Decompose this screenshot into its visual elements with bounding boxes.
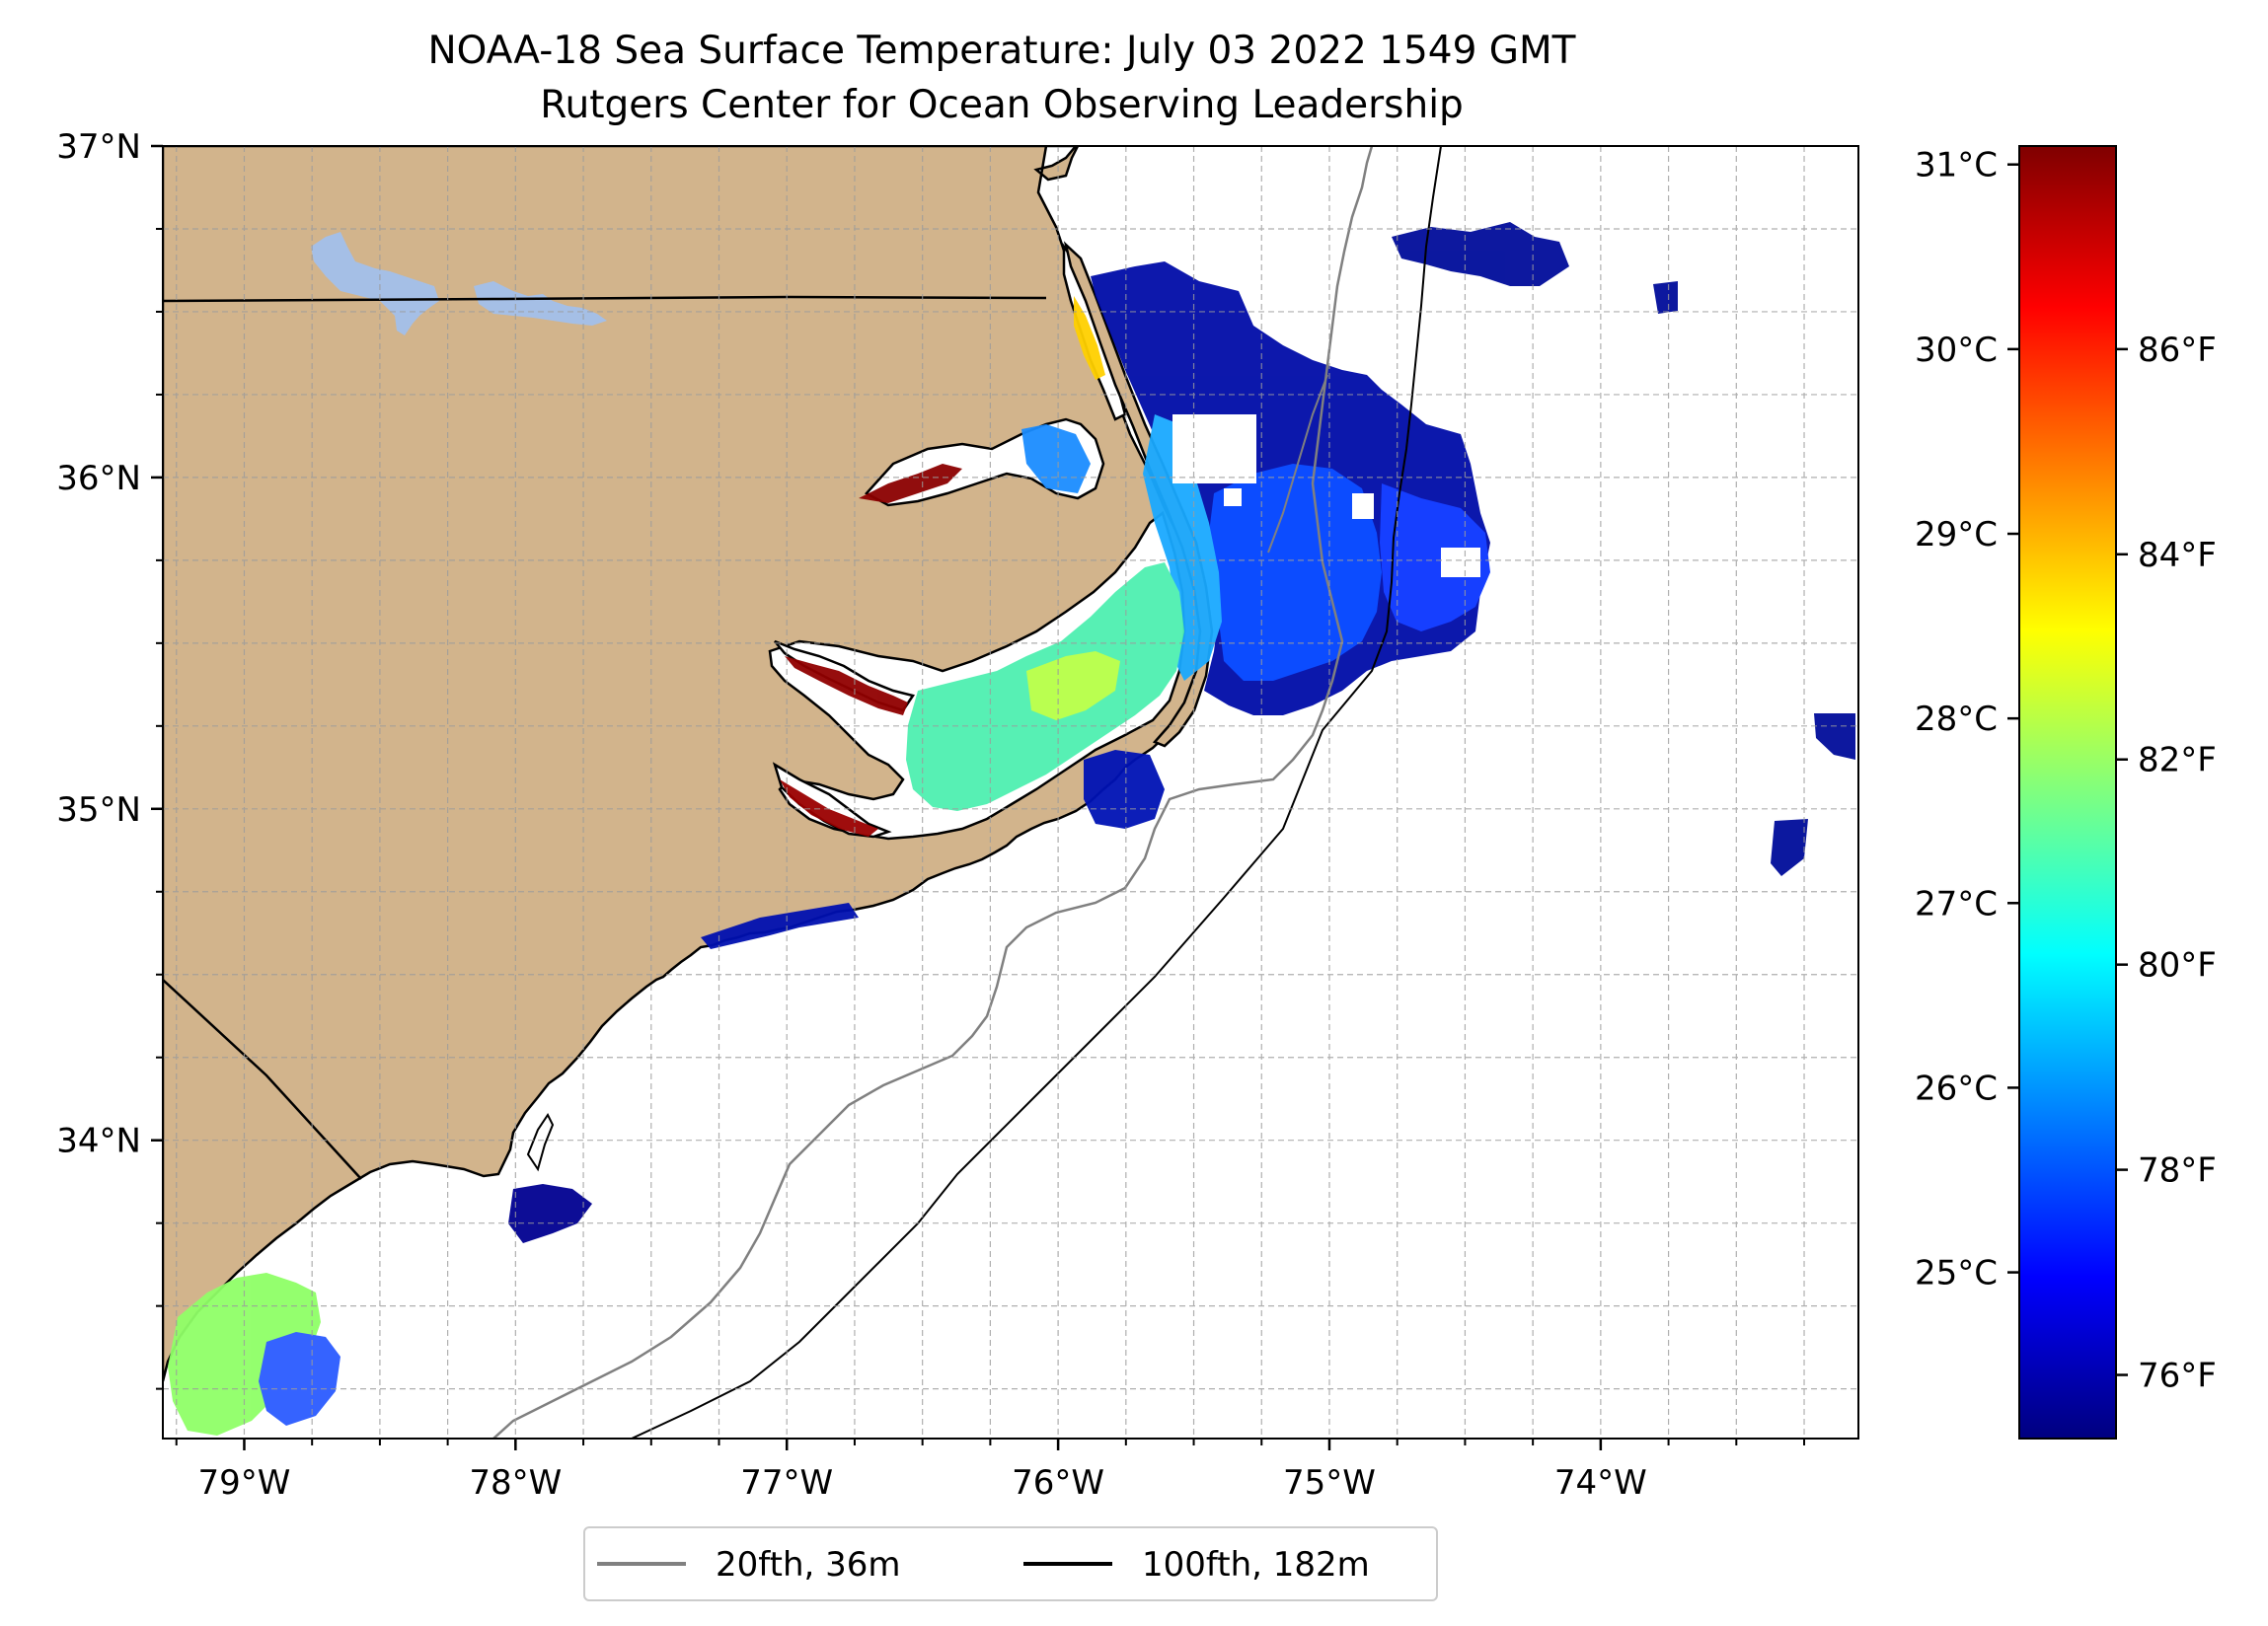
colorbar-celsius-label: 31°C <box>1915 146 1998 185</box>
legend-box <box>583 1526 1438 1601</box>
va-nc-border <box>163 295 1047 303</box>
sst-patch-ne-speck <box>1653 281 1678 314</box>
sst-patch-chowan-hot <box>859 464 962 503</box>
lon-axis: 79°W 78°W 77°W 76°W 75°W 74°W <box>175 1439 1806 1503</box>
sst-patch-neuse-river-hot <box>780 779 878 837</box>
lat-tick-label: 34°N <box>56 1122 141 1161</box>
legend: 20fth, 36m 100fth, 182m <box>583 1526 1438 1601</box>
legend-label-100fth: 100fth, 182m <box>1142 1545 1370 1585</box>
figure-subtitle: Rutgers Center for Ocean Observing Leade… <box>540 83 1464 127</box>
colorbar-fahrenheit-label: 78°F <box>2138 1151 2217 1191</box>
sst-patch-bogue <box>701 903 859 949</box>
colorbar-fahrenheit-label: 76°F <box>2138 1357 2217 1396</box>
map-frame <box>162 145 1859 1440</box>
colorbar: 25°C 26°C 27°C 28°C 29°C 30°C 31°C 76°F 78°F 80°… <box>1915 145 2217 1440</box>
legend-label-20fth: 20fth, 36m <box>716 1545 901 1585</box>
colorbar-fahrenheit-label: 82°F <box>2138 741 2217 780</box>
colorbar-celsius-label: 26°C <box>1915 1069 1998 1108</box>
sst-patch-pamlico-river-hot <box>785 656 908 715</box>
colorbar-fahrenheit-label: 84°F <box>2138 536 2217 575</box>
sst-patch-offshore-far <box>1380 483 1490 631</box>
lat-tick-label: 37°N <box>56 127 141 167</box>
sst-patch-albemarle <box>1021 424 1091 493</box>
colorbar-celsius-label: 30°C <box>1915 331 1998 370</box>
colorbar-celsius-label: 25°C <box>1915 1254 1998 1293</box>
colorbar-fahrenheit-axis: 76°F 78°F 80°F 82°F 84°F 86°F <box>2116 331 2217 1396</box>
isobath-20fth <box>492 146 1374 1439</box>
sst-patch-long-bay-cool <box>259 1332 340 1426</box>
figure-title: NOAA-18 Sea Surface Temperature: July 03… <box>427 29 1575 73</box>
lon-tick-label: 75°W <box>1283 1463 1376 1503</box>
lon-tick-label: 76°W <box>1012 1463 1104 1503</box>
colorbar-fahrenheit-label: 86°F <box>2138 331 2217 370</box>
isobath-20fth-ridge <box>1267 374 1328 554</box>
colorbar-celsius-label: 29°C <box>1915 515 1998 554</box>
lat-tick-label: 35°N <box>56 790 141 830</box>
sst-patch-north-offshore <box>1392 222 1569 286</box>
lon-tick-label: 79°W <box>198 1463 291 1503</box>
sst-patch-nearshore-nags <box>1143 414 1222 681</box>
sst-patch-gulf-stream-east <box>1814 713 1855 760</box>
cape-fear-river <box>526 1113 555 1172</box>
colorbar-celsius-label: 28°C <box>1915 700 1998 739</box>
lake-gaston <box>474 281 607 326</box>
sst-patch-far-east <box>1771 819 1808 876</box>
lat-axis: 37°N 36°N 35°N 34°N <box>56 127 163 1390</box>
colorbar-celsius-label: 27°C <box>1915 884 1998 924</box>
sst-patch-pamlico-warm <box>1026 651 1120 720</box>
lat-tick-label: 36°N <box>56 459 141 498</box>
map-panel: 79°W 78°W 77°W 76°W 75°W 74°W 37°N 36°N 35°N 34°… <box>56 127 1859 1503</box>
colorbar-celsius-axis: 25°C 26°C 27°C 28°C 29°C 30°C 31°C <box>1915 146 2019 1293</box>
lon-tick-label: 78°W <box>469 1463 562 1503</box>
no-data-holes <box>1172 414 1480 577</box>
isobath-100fth <box>631 146 1442 1439</box>
sst-patch-cape-lookout <box>1084 750 1165 829</box>
lon-tick-label: 74°W <box>1554 1463 1647 1503</box>
colorbar-bar <box>2018 145 2117 1440</box>
lake-kerr <box>311 232 439 335</box>
sst-patch-currituck <box>1074 296 1105 380</box>
colorbar-fahrenheit-label: 80°F <box>2138 946 2217 986</box>
lon-tick-label: 77°W <box>740 1463 833 1503</box>
nc-sc-border <box>163 979 362 1180</box>
outer-banks <box>1063 241 1214 748</box>
sst-patch-onslow-bay <box>508 1184 592 1243</box>
gridlines <box>163 146 1858 1439</box>
